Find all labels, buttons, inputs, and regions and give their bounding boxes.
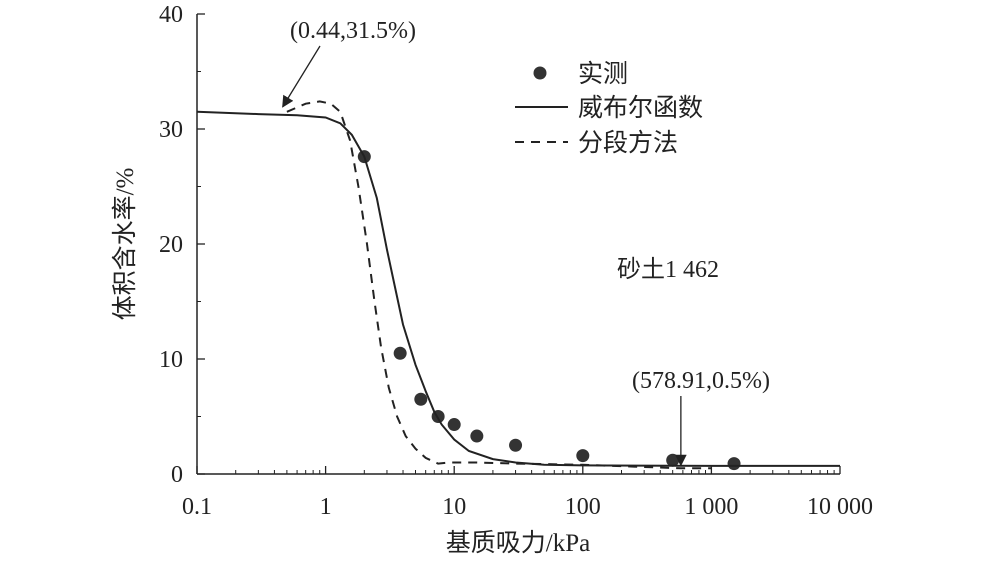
legend-label-weibull: 威布尔函数: [578, 94, 703, 122]
y-tick-label: 10: [159, 347, 183, 373]
tick-labels: 0.1 1 10 100 1 000 10 000 0 10 20 30 40: [159, 2, 873, 520]
x-axis-title: 基质吸力/kPa: [446, 529, 590, 557]
annotation-soil-label: 砂土1 462: [617, 256, 719, 283]
x-tick-label: 10 000: [807, 494, 873, 520]
x-tick-label: 100: [565, 494, 601, 520]
x-tick-label: 1 000: [684, 494, 738, 520]
y-tick-label: 40: [159, 2, 183, 28]
legend-marker-measured: [533, 66, 547, 80]
x-tick-label: 0.1: [182, 494, 212, 520]
x-tick-label: 1: [320, 494, 332, 520]
y-tick-label: 0: [171, 462, 183, 488]
annotation-arrow-left: [282, 45, 321, 108]
legend: 实测 威布尔函数 分段方法: [515, 60, 703, 157]
annotation-label-right: (578.91,0.5%): [632, 368, 770, 394]
axes: [196, 14, 840, 475]
legend-label-measured: 实测: [578, 60, 628, 88]
measured-point: [509, 438, 523, 452]
measured-point: [727, 457, 741, 471]
annotation-label-left: (0.44,31.5%): [290, 18, 416, 44]
measured-point: [414, 392, 428, 406]
x-tick-label: 10: [442, 494, 466, 520]
y-tick-label: 30: [159, 117, 183, 143]
weibull-curve: [196, 110, 840, 467]
measured-point: [447, 418, 461, 432]
ticks: [196, 13, 841, 475]
measured-point: [470, 429, 484, 443]
segmented-method-curve: [286, 100, 712, 470]
legend-label-segmented: 分段方法: [578, 129, 678, 157]
y-axis-title: 体积含水率/%: [111, 168, 139, 321]
series-layer: [196, 100, 840, 471]
annotations: (0.44,31.5%) (578.91,0.5%) 砂土1 462: [282, 18, 770, 467]
y-tick-label: 20: [159, 232, 183, 258]
measured-point: [393, 346, 407, 360]
measured-point: [576, 449, 590, 463]
